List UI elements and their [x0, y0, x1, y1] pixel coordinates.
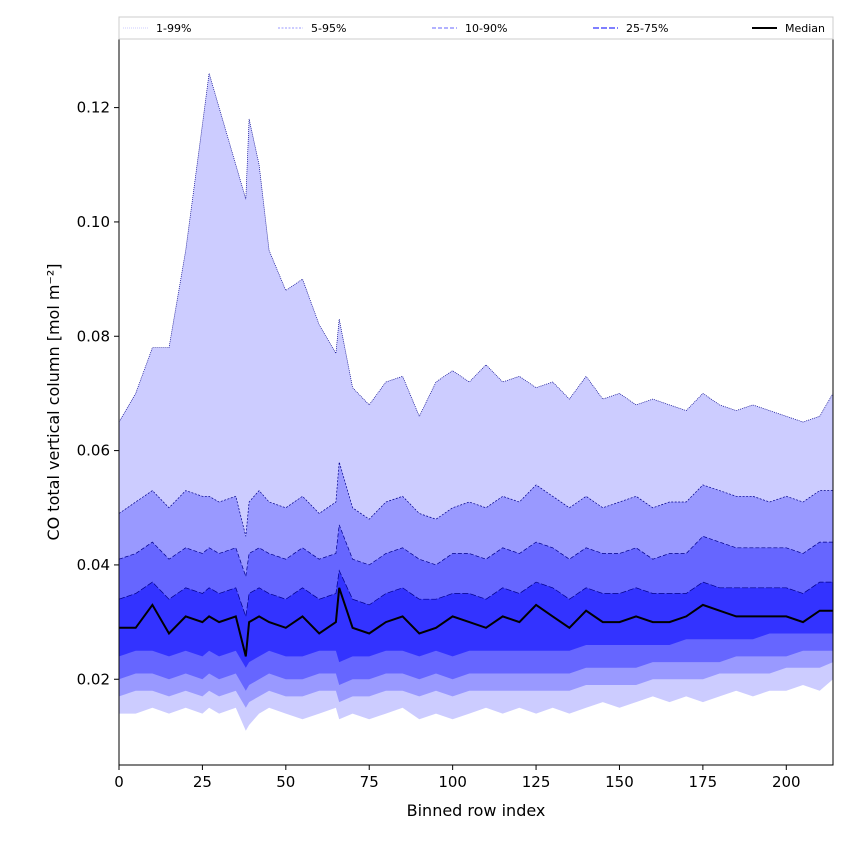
x-tick-label: 125 [522, 773, 551, 791]
legend-entry-10-90: 10-90% [432, 22, 507, 35]
legend-entry-5-95: 5-95% [278, 22, 346, 35]
y-tick-label: 0.02 [77, 670, 110, 688]
y-tick-label: 0.08 [77, 327, 110, 345]
band-25-75-upper-line [118, 569, 833, 617]
legend-entry-25-75: 25-75% [593, 22, 668, 35]
band-10-90-upper-line [118, 524, 833, 577]
x-tick-label: 75 [360, 773, 379, 791]
legend-entry-5-95-label: 5-95% [311, 22, 346, 35]
legend: 1-99% 5-95% 10-90% 25-75% Median [118, 16, 834, 40]
y-tick-label: 0.04 [77, 556, 110, 574]
x-axis-label: Binned row index [407, 801, 546, 820]
legend-entry-25-75-label: 25-75% [626, 22, 668, 35]
y-tick-label: 0.12 [77, 99, 110, 117]
legend-entry-median: Median [752, 22, 825, 35]
legend-frame [118, 16, 834, 40]
y-tick-label: 0.10 [77, 213, 110, 231]
x-tick-label: 150 [605, 773, 634, 791]
legend-entry-10-90-label: 10-90% [465, 22, 507, 35]
x-tick-label: 200 [772, 773, 801, 791]
x-tick-label: 0 [114, 773, 124, 791]
plot-area [118, 73, 834, 731]
legend-entry-median-label: Median [785, 22, 825, 35]
x-tick-label: 25 [193, 773, 212, 791]
median-line [119, 587, 833, 657]
x-tick-label: 175 [689, 773, 718, 791]
x-tick-label: 100 [438, 773, 467, 791]
legend-entry-1-99: 1-99% [123, 22, 191, 35]
x-axis: 0 25 50 75 100 125 150 175 200 [114, 765, 801, 791]
y-axis-label: CO total vertical column [mol m⁻²] [44, 263, 63, 540]
y-axis: 0.02 0.04 0.06 0.08 0.10 0.12 [77, 99, 119, 688]
x-tick-label: 50 [276, 773, 295, 791]
y-tick-label: 0.06 [77, 442, 110, 460]
band-25-75-area [119, 570, 833, 668]
legend-entry-1-99-label: 1-99% [156, 22, 191, 35]
